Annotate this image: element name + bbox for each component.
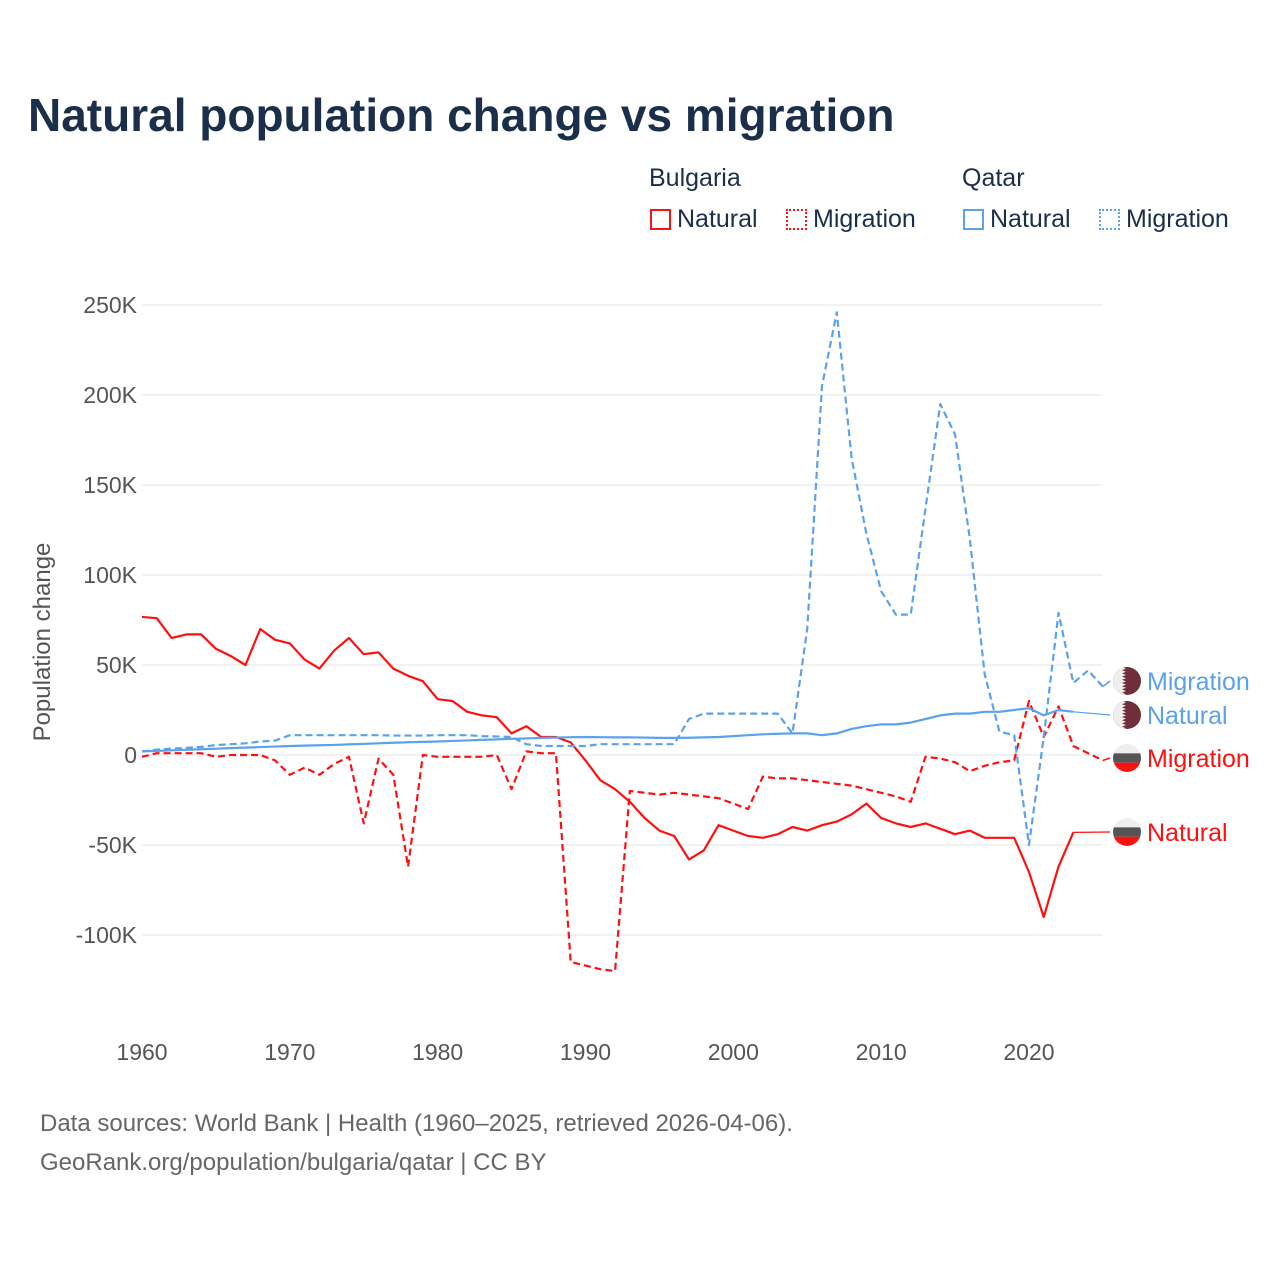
legend-label: Natural (990, 205, 1071, 233)
x-tick-label: 1960 (116, 1039, 167, 1065)
legend-swatch-solid (650, 209, 671, 230)
legend-swatch-solid (963, 209, 984, 230)
legend-label: Natural (677, 205, 758, 233)
flag-white (1113, 744, 1141, 754)
series-line-bulgaria-natural (141, 615, 1075, 919)
flag-body (1113, 701, 1141, 729)
series-line-qatar-migration (141, 311, 1104, 847)
x-tick-label: 2010 (856, 1039, 907, 1065)
source-line-2[interactable]: GeoRank.org/population/bulgaria/qatar | … (40, 1149, 547, 1176)
series-line-bulgaria-migration (141, 699, 1104, 973)
flag-middle (1113, 827, 1141, 837)
y-tick-label: 250K (83, 292, 137, 318)
end-label-qatar-natural: Natural (1147, 702, 1228, 730)
legend-bulgaria-natural[interactable]: Natural (650, 205, 758, 234)
chart-title: Natural population change vs migration (28, 89, 895, 141)
y-tick-label: 150K (83, 472, 137, 498)
y-axis-label: Population change (29, 543, 56, 742)
bulgaria-flag-icon (1113, 818, 1141, 846)
qatar-flag-icon (1113, 667, 1141, 695)
x-tick-label: 2000 (708, 1039, 759, 1065)
flag-body (1113, 744, 1141, 772)
x-tick-label: 1970 (264, 1039, 315, 1065)
y-tick-label: 0 (124, 742, 137, 768)
legend-bulgaria-migration[interactable]: Migration (786, 205, 916, 234)
flag-red (1113, 836, 1141, 846)
bulgaria-flag-icon (1113, 744, 1141, 772)
series-line-qatar-natural (141, 707, 1074, 753)
x-tick-label: 1990 (560, 1039, 611, 1065)
legend-swatch-dotted (1099, 209, 1120, 230)
flag-white-serrated (1113, 667, 1126, 695)
end-label-bulgaria-natural: Natural (1147, 819, 1228, 847)
legend-group-bulgaria: Bulgaria (649, 164, 741, 192)
end-label-qatar-migration: Migration (1147, 668, 1250, 696)
label-connector (1102, 757, 1111, 762)
flag-body (1113, 667, 1141, 695)
legend-group-qatar: Qatar (962, 164, 1025, 192)
y-tick-label: -50K (88, 832, 137, 858)
x-tick-label: 2020 (1003, 1039, 1054, 1065)
y-tick-label: 50K (96, 652, 138, 678)
legend-qatar-natural[interactable]: Natural (963, 205, 1071, 234)
legend-label: Migration (1126, 205, 1229, 233)
flag-white-serrated (1113, 701, 1126, 729)
x-tick-label: 1980 (412, 1039, 463, 1065)
qatar-flag-icon (1113, 701, 1141, 729)
label-connector (1102, 680, 1111, 688)
y-tick-label: 200K (83, 382, 137, 408)
source-line-1: Data sources: World Bank | Health (1960–… (40, 1110, 793, 1137)
y-tick-label: 100K (83, 562, 137, 588)
legend-label: Migration (813, 205, 916, 233)
flag-body (1113, 818, 1141, 846)
legend-swatch-dotted (786, 209, 807, 230)
flag-middle (1113, 753, 1141, 763)
y-tick-label: -100K (76, 922, 138, 948)
end-label-bulgaria-migration: Migration (1147, 745, 1250, 773)
legend-qatar-migration[interactable]: Migration (1099, 205, 1229, 234)
flag-red (1113, 762, 1141, 772)
label-connector (1073, 711, 1111, 716)
flag-white (1113, 818, 1141, 828)
